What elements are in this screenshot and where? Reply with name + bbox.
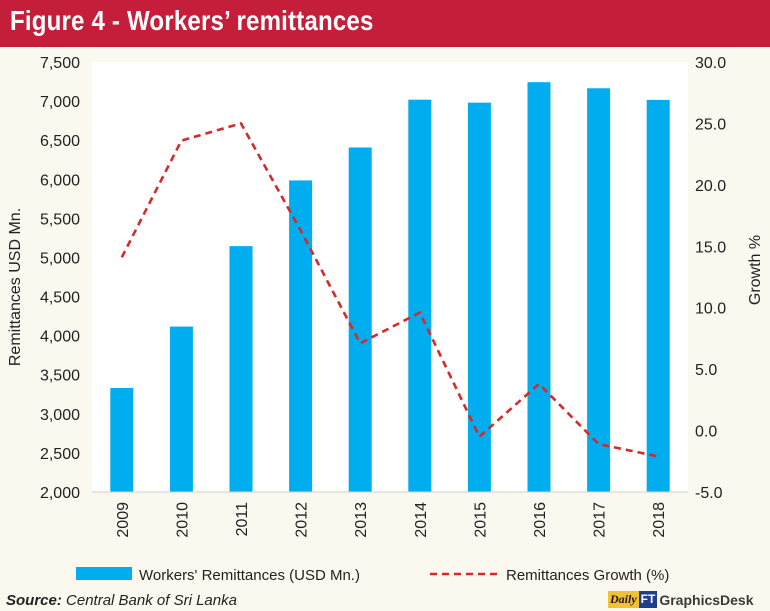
y2-tick-label: 10.0	[695, 301, 726, 318]
logo-graphicsdesk: GraphicsDesk	[659, 591, 754, 608]
x-tick-label: 2010	[174, 502, 191, 538]
title-bar: Figure 4 - Workers’ remittances	[0, 0, 770, 47]
x-tick-label: 2015	[472, 502, 489, 538]
source-text: Central Bank of Sri Lanka	[66, 592, 237, 609]
x-tick-label: 2012	[294, 502, 311, 538]
bar-2017	[587, 88, 611, 492]
legend-swatch-remittances	[76, 567, 132, 580]
y2-tick-label: 0.0	[695, 424, 717, 441]
bar-2009	[110, 388, 134, 492]
y-tick-label: 2,500	[40, 446, 80, 463]
x-tick-label: 2011	[234, 502, 251, 537]
bar-2010	[169, 326, 193, 492]
bar-2011	[229, 246, 253, 492]
y-tick-label: 3,500	[40, 368, 80, 385]
y-tick-label: 2,000	[40, 485, 80, 502]
x-tick-label: 2016	[532, 502, 549, 538]
x-tick-label: 2014	[413, 502, 430, 538]
chart-title: Figure 4 - Workers’ remittances	[10, 5, 374, 36]
graphics-desk-logo: Daily FT GraphicsDesk	[608, 590, 754, 609]
bar-2014	[408, 99, 432, 492]
source-note: Source: Central Bank of Sri Lanka	[6, 592, 237, 609]
y-tick-label: 7,000	[40, 94, 80, 111]
y-tick-label: 3,000	[40, 407, 80, 424]
y-tick-labels: 2,000 2,500 3,000 3,500 4,000 4,500 5,000 5,500…	[40, 55, 80, 502]
x-tick-labels: 2009 2010 2011 2012 2013 2014 2015 2016 2017 2018	[115, 502, 668, 538]
x-tick-label: 2009	[115, 502, 132, 538]
source-label: Source:	[6, 592, 62, 609]
legend-label-growth: Remittances Growth (%)	[506, 567, 669, 584]
y2-axis-label: Growth %	[747, 235, 764, 305]
y-axis-label: Remittances USD Mn.	[7, 208, 24, 366]
y2-tick-label: 30.0	[695, 55, 726, 72]
x-tick-label: 2013	[353, 502, 370, 538]
y-tick-label: 5,000	[40, 250, 80, 267]
y2-tick-label: 5.0	[695, 362, 717, 379]
y2-tick-label: 20.0	[695, 178, 726, 195]
y-tick-label: 4,000	[40, 329, 80, 346]
legend-label-remittances: Workers' Remittances (USD Mn.)	[139, 567, 360, 584]
y2-tick-labels: -5.0 0.0 5.0 10.0 15.0 20.0 25.0 30.0	[695, 55, 726, 502]
bar-2015	[467, 102, 491, 493]
y-tick-label: 7,500	[40, 55, 80, 72]
bar-2018	[646, 99, 670, 492]
y2-tick-label: 25.0	[695, 116, 726, 133]
bar-2012	[289, 180, 313, 493]
y-tick-label: 6,500	[40, 133, 80, 150]
logo-ft: FT	[638, 591, 658, 608]
y2-tick-label: 15.0	[695, 239, 726, 256]
series-line-growth	[120, 121, 659, 458]
x-tick-label: 2018	[651, 502, 668, 538]
bars-group	[110, 82, 670, 493]
y-tick-label: 6,000	[40, 172, 80, 189]
logo-daily: Daily	[608, 591, 639, 608]
x-tick-label: 2017	[592, 502, 609, 538]
bar-2013	[348, 147, 372, 492]
y-tick-label: 5,500	[40, 211, 80, 228]
bar-2016	[527, 82, 551, 493]
y-tick-label: 4,500	[40, 290, 80, 307]
y2-tick-label: -5.0	[695, 485, 723, 502]
